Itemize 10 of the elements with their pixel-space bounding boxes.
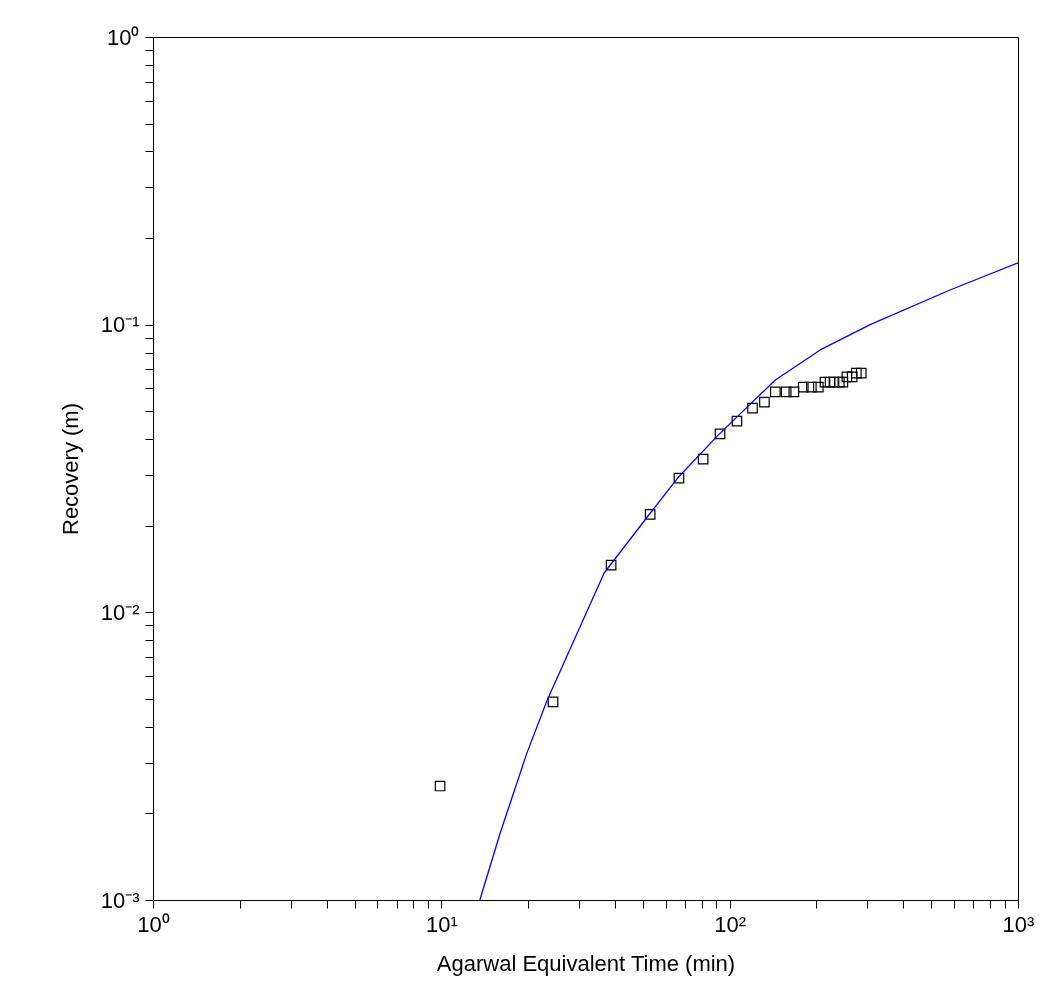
x-tick-label: 10²: [714, 911, 747, 937]
x-tick-label: 10⁰: [137, 911, 170, 937]
x-axis-title: Agarwal Equivalent Time (min): [436, 950, 736, 976]
x-tick-label: 10¹: [425, 911, 458, 937]
y-tick-label: 10⁰: [107, 24, 140, 50]
y-tick-label: 10⁻²: [100, 599, 140, 625]
y-tick-label: 10⁻³: [100, 887, 140, 913]
y-axis-title: Recovery (m): [57, 402, 83, 536]
y-tick-label: 10⁻¹: [100, 312, 140, 338]
x-tick-label: 10³: [1002, 911, 1035, 937]
